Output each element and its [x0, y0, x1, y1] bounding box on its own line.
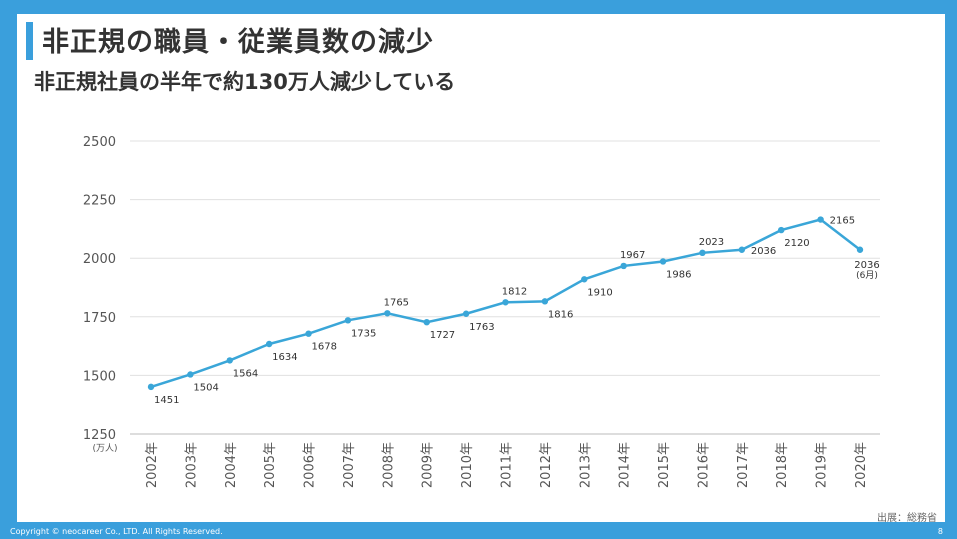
y-tick-label: 2250: [83, 194, 116, 209]
data-label: 1678: [312, 342, 337, 353]
data-label: 1812: [502, 286, 527, 297]
data-label: 1910: [587, 287, 612, 298]
x-tick-label: 2004年: [224, 442, 239, 488]
y-tick-label: 1250: [83, 428, 116, 443]
data-label: 1451: [154, 395, 179, 406]
data-label: 1967: [620, 250, 645, 261]
source-note: 出展：総務省: [877, 513, 937, 524]
data-point: [384, 310, 391, 317]
data-label: 1727: [430, 330, 455, 341]
x-tick-label: 2005年: [263, 442, 278, 488]
x-tick-label: 2020年: [854, 442, 869, 488]
data-point: [344, 317, 352, 324]
data-label: 2036: [751, 246, 776, 257]
y-tick-label: 2500: [83, 135, 116, 150]
x-tick-label: 2006年: [303, 442, 318, 488]
data-label: 1564: [233, 368, 258, 379]
y-tick-label: 1500: [83, 369, 116, 384]
x-tick-label: 2012年: [539, 442, 554, 488]
data-point: [423, 318, 430, 326]
data-label: 2120: [784, 238, 809, 249]
y-tick-label: 2000: [83, 252, 116, 267]
data-label: 1765: [384, 297, 409, 308]
data-label: 2165: [830, 216, 855, 227]
slide-panel: [17, 14, 945, 522]
data-point: [699, 249, 706, 257]
data-point: [502, 299, 509, 306]
data-label: 1634: [272, 352, 297, 363]
data-point: [305, 330, 312, 337]
x-tick-label: 2007年: [342, 442, 357, 488]
x-tick-label: 2013年: [578, 442, 593, 488]
data-label: 1986: [666, 269, 691, 280]
data-label: 1763: [469, 322, 494, 333]
copyright: Copyright © neocareer Co., LTD. All Righ…: [10, 527, 223, 536]
data-point: [462, 310, 470, 317]
data-point: [659, 258, 667, 265]
data-point: [226, 357, 233, 364]
y-axis-unit: (万人): [92, 443, 117, 454]
x-tick-label: 2014年: [618, 442, 633, 488]
x-tick-label: 2008年: [381, 442, 396, 488]
data-point: [738, 246, 746, 253]
data-label: 2036: [854, 260, 879, 271]
data-label: 1816: [548, 309, 573, 320]
data-point: [187, 371, 194, 378]
x-tick-label: 2003年: [184, 442, 199, 488]
x-tick-label: 2011年: [500, 442, 515, 488]
data-point: [541, 298, 549, 305]
data-point: [856, 246, 864, 253]
page-title: 非正規の職員・従業員数の減少: [42, 27, 434, 58]
data-label-note: (6月): [856, 270, 878, 281]
page-subtitle: 非正規社員の半年で約130万人減少している: [34, 70, 456, 94]
data-point: [265, 340, 273, 348]
x-tick-label: 2010年: [460, 442, 475, 488]
data-point: [581, 276, 588, 283]
page-number: 8: [937, 527, 943, 536]
data-point: [620, 262, 627, 270]
x-tick-label: 2002年: [145, 442, 160, 488]
y-tick-label: 1750: [83, 311, 116, 326]
x-tick-label: 2018年: [775, 442, 790, 488]
data-label: 1504: [193, 382, 218, 393]
data-point: [778, 226, 785, 234]
data-label: 2023: [699, 237, 724, 248]
x-tick-label: 2019年: [815, 442, 830, 488]
data-point: [147, 383, 155, 391]
data-point: [817, 216, 824, 223]
x-tick-label: 2017年: [736, 442, 751, 488]
data-label: 1735: [351, 328, 376, 339]
x-tick-label: 2016年: [696, 442, 711, 488]
title-accent-bar: [26, 22, 33, 60]
x-tick-label: 2015年: [657, 442, 672, 488]
x-tick-label: 2009年: [421, 442, 436, 488]
